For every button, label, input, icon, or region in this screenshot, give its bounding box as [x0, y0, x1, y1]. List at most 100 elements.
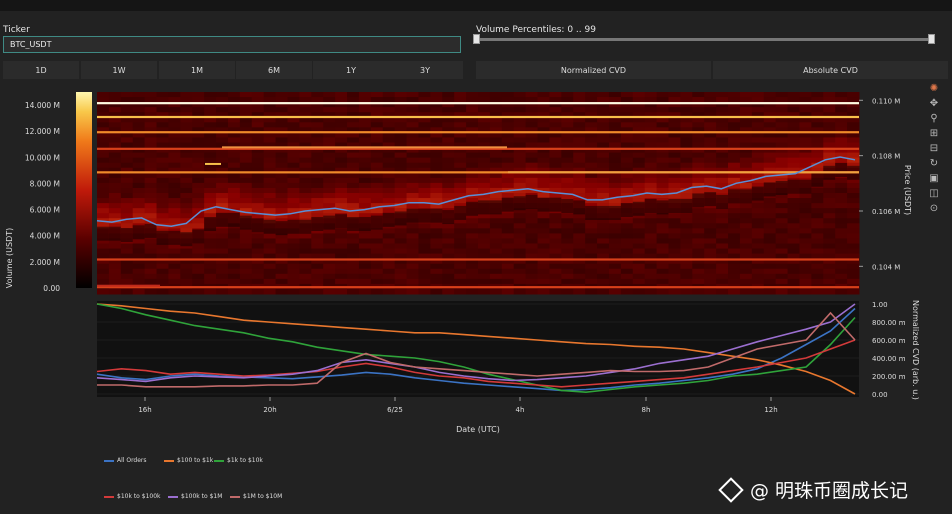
heatmap-cell	[549, 193, 562, 199]
heatmap-cell	[549, 157, 562, 164]
heatmap-cell	[204, 177, 217, 184]
legend-item-1m-to-10m[interactable]: $1M to $10M	[230, 493, 282, 500]
heatmap-cell	[847, 97, 860, 103]
heatmap-cell	[763, 97, 777, 103]
range-button-1w[interactable]: 1W	[81, 61, 157, 79]
heatmap-cell	[358, 177, 372, 184]
ticker-input[interactable]	[3, 36, 461, 53]
heatmap-cell	[835, 137, 848, 143]
range-button-1m[interactable]: 1M	[159, 61, 235, 79]
reset-icon[interactable]: ↻	[929, 158, 939, 169]
heatmap-cell	[835, 263, 848, 270]
heatmap-cell	[454, 243, 467, 250]
heatmap-cell	[442, 187, 455, 194]
heatmap-cell	[787, 97, 800, 103]
heatmap-cell	[275, 233, 288, 239]
range-button-6m[interactable]: 6M	[236, 61, 312, 79]
heatmap-cell	[751, 117, 765, 123]
heatmap-cell	[358, 112, 372, 118]
heatmap-cell	[323, 182, 336, 189]
heatmap-cell	[561, 182, 574, 189]
spike-icon[interactable]: ⊙	[929, 203, 939, 214]
heatmap-cell	[775, 97, 789, 103]
heatmap-cell	[644, 238, 658, 244]
legend-item-all-orders[interactable]: All Orders	[104, 457, 147, 464]
heatmap-cell	[466, 182, 479, 189]
heatmap-cell	[692, 213, 705, 219]
heatmap-cell	[644, 199, 658, 213]
heatmap-cell	[644, 182, 658, 189]
heatmap-cell	[168, 102, 181, 108]
heatmap-cell	[728, 152, 741, 159]
heatmap-cell	[597, 218, 610, 224]
heatmap-cell	[454, 117, 467, 123]
range-button-1d[interactable]: 1D	[3, 61, 79, 79]
heatmap-cell	[787, 238, 800, 244]
heatmap-cell	[799, 223, 812, 229]
zoom-in-icon[interactable]: ⊞	[929, 128, 939, 139]
heatmap-cell	[418, 132, 431, 138]
legend-item-100-to-1k[interactable]: $100 to $1k	[164, 457, 213, 464]
heatmap-cell	[120, 127, 134, 133]
heatmap-cell	[680, 199, 693, 213]
heatmap-cell	[513, 248, 527, 255]
heatmap-cell	[216, 117, 229, 123]
heatmap-cell	[751, 263, 765, 270]
heatmap-cell	[478, 162, 491, 169]
heatmap-cell	[478, 193, 491, 199]
heatmap-cell	[192, 288, 205, 295]
heatmap-cell	[847, 132, 860, 138]
heatmap-cell	[799, 288, 812, 295]
heatmap-cell	[347, 97, 360, 103]
heatmap-cell	[430, 177, 443, 184]
heatmap-cell	[216, 208, 229, 214]
legend-item-10k-to-100k[interactable]: $10k to $100k	[104, 493, 161, 500]
zoom-out-icon[interactable]: ⊟	[929, 143, 939, 154]
heatmap-cell	[644, 263, 658, 270]
range-button-1y[interactable]: 1Y	[313, 61, 389, 79]
heatmap-cell	[775, 213, 789, 219]
heatmap-cell	[489, 162, 503, 169]
percentile-slider-high-handle[interactable]	[928, 34, 935, 44]
heatmap-cell	[501, 157, 515, 164]
heatmap-cell	[204, 112, 217, 118]
heatmap-cell	[144, 117, 158, 123]
plotly-logo-icon[interactable]: ✺	[929, 83, 939, 94]
heatmap-cell	[585, 157, 598, 164]
legend-item-1k-to-10k[interactable]: $1k to $10k	[214, 457, 263, 464]
heatmap-cell	[775, 253, 789, 260]
heatmap-cell	[751, 157, 765, 164]
heatmap-cell	[704, 102, 717, 108]
heatmap-cell	[180, 203, 193, 209]
heatmap-cell	[632, 92, 646, 98]
heatmap-cell	[192, 243, 205, 250]
heatmap-cell	[394, 142, 408, 149]
heatmap-cell	[227, 273, 241, 280]
heatmap-cell	[120, 152, 134, 159]
heatmap-cell	[775, 132, 789, 138]
heatmap-cell	[716, 132, 729, 138]
heatmap-cell	[347, 288, 360, 295]
heatmap-cell	[204, 216, 217, 231]
pan-icon[interactable]: ✥	[929, 98, 939, 109]
heatmap-cell	[525, 263, 539, 270]
heatmap-cell	[192, 177, 205, 184]
percentile-slider-track[interactable]	[476, 38, 934, 41]
heatmap-cell	[501, 253, 515, 260]
absolute-cvd-button[interactable]: Absolute CVD	[713, 61, 948, 79]
percentile-slider-low-handle[interactable]	[473, 34, 480, 44]
normalized-cvd-button[interactable]: Normalized CVD	[476, 61, 711, 79]
save-icon[interactable]: ▣	[929, 173, 939, 184]
heatmap-cell	[442, 97, 455, 103]
legend-item-100k-to-1m[interactable]: $100k to $1M	[168, 493, 222, 500]
heatmap-cell	[620, 273, 634, 280]
autoscale-icon[interactable]: ◫	[929, 188, 939, 199]
heatmap-cell	[192, 198, 205, 204]
heatmap-cell	[799, 117, 812, 123]
zoom-icon[interactable]: ⚲	[930, 113, 938, 124]
range-button-3y[interactable]: 3Y	[387, 61, 463, 79]
heatmap-cell	[525, 223, 539, 229]
heatmap-cell	[275, 203, 288, 209]
heatmap-cell	[632, 147, 646, 154]
